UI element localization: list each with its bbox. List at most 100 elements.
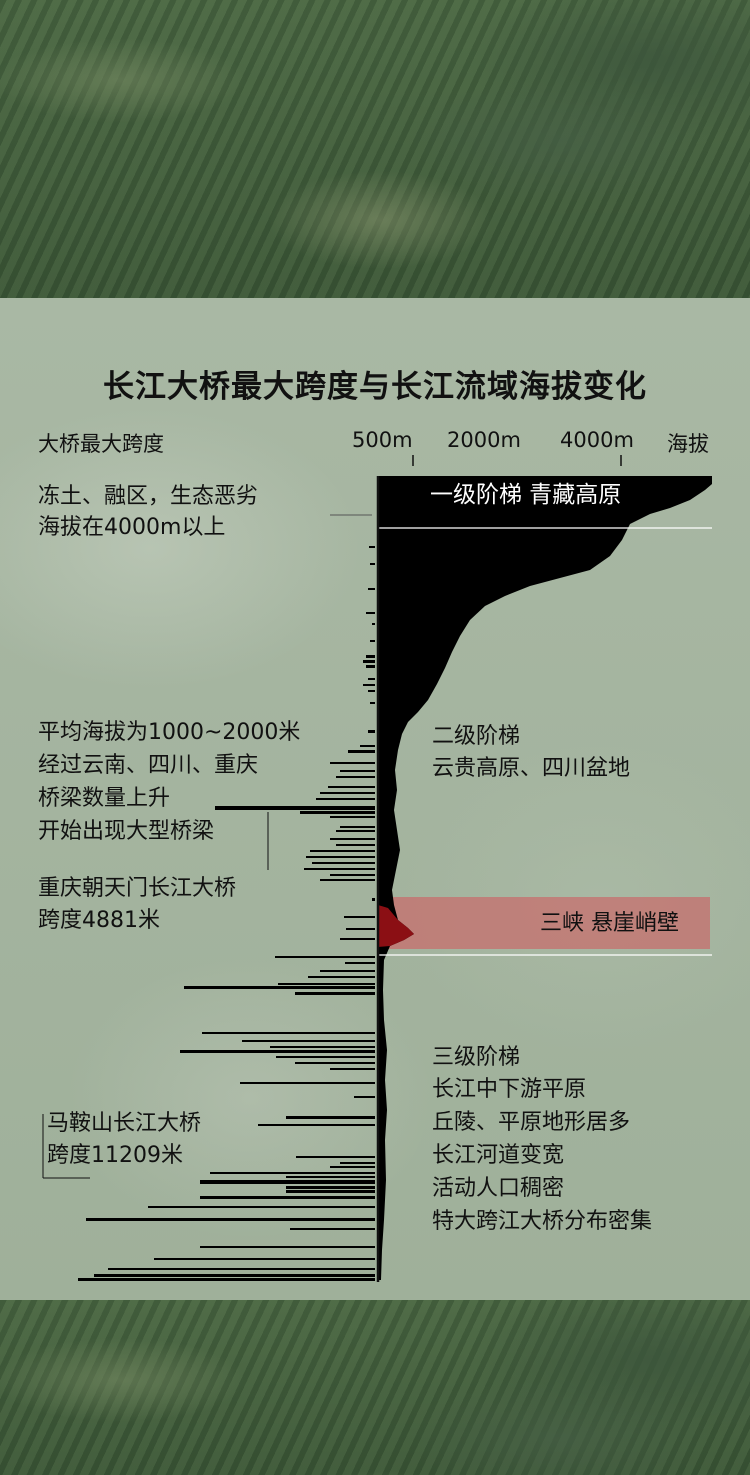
bridge-bars [78,546,375,1281]
bridge-span-bar [345,962,375,964]
bridge-span-bar [310,850,375,852]
bridge-span-bar [242,1040,375,1042]
tier3-label: 长江中下游平原 [432,1077,587,1102]
bridge-span-bar [368,730,375,733]
bridge-span-bar [368,690,375,692]
tier3-label: 特大跨江大桥分布密集 [432,1209,653,1234]
bridge-annotation: 马鞍山长江大桥 [47,1111,202,1136]
bridge-span-bar [372,623,375,625]
bridge-span-bar [366,655,375,658]
bridge-span-bar [300,811,375,814]
tier3-label: 丘陵、平原地形居多 [432,1110,631,1135]
bridge-span-bar [94,1274,375,1277]
tier3-label: 三级阶梯 [432,1045,521,1070]
bridge-span-bar [180,1050,375,1053]
left-axis-label: 大桥最大跨度 [38,432,164,456]
satellite-background-top [0,0,750,300]
tier3-label: 活动人口稠密 [432,1176,565,1201]
chart-title: 长江大桥最大跨度与长江流域海拔变化 [103,369,647,405]
bridge-span-bar [200,1180,375,1184]
bridge-annotation: 跨度4881米 [38,908,160,933]
bridge-span-bar [202,1032,375,1034]
bridge-span-bar [366,612,375,614]
right-axis-label: 海拔 [667,432,709,456]
bridge-span-bar [184,986,375,989]
bridge-span-bar [336,844,375,846]
bridge-span-bar [286,1116,375,1119]
bridge-annotation: 重庆朝天门长江大桥 [38,876,237,901]
bridge-span-bar [354,1096,375,1098]
bridge-span-bar [148,1206,375,1208]
tier2-label: 云贵高原、四川盆地 [432,756,631,781]
tier1-label: 一级阶梯 青藏高原 [430,482,622,508]
annotation-line: 平均海拔为1000~2000米 [38,720,301,745]
bridge-span-bar [340,826,375,828]
bridge-span-bar [316,798,375,800]
bridge-span-bar [200,1246,375,1248]
bridge-span-bar [340,938,375,940]
bridge-span-bar [286,1190,375,1193]
bridge-span-bar [330,1068,375,1070]
bridge-span-bar [308,976,375,978]
bridge-span-bar [286,1176,375,1178]
bridge-span-bar [340,770,375,772]
bridge-span-bar [330,762,375,764]
tier3-label: 长江河道变宽 [432,1143,565,1168]
bridge-span-bar [320,792,375,794]
bridge-span-bar [320,970,375,972]
bridge-span-bar [154,1258,375,1260]
bridge-span-bar [368,678,375,680]
bridge-span-bar [290,1228,375,1230]
bridge-span-bar [215,806,375,810]
bridge-span-bar [270,1046,375,1048]
bridge-span-bar [295,992,375,995]
bridge-span-bar [330,838,375,840]
bridge-span-bar [286,1186,375,1189]
bridge-span-bar [330,874,375,876]
bridge-span-bar [78,1278,375,1281]
bridge-span-bar [312,862,375,864]
bridge-span-bar [86,1218,375,1221]
elevation-tick-label: 2000m [447,428,521,452]
elevation-tick-label: 4000m [560,428,634,452]
bridge-span-bar [346,928,375,930]
bridge-span-bar [306,856,375,858]
bridge-span-bar [369,546,375,548]
bridge-span-bar [348,750,375,753]
bridge-span-bar [275,956,375,958]
bridge-span-bar [304,868,375,870]
annotation-line: 桥梁数量上升 [38,786,171,811]
gorge-band [378,897,710,949]
gorge-label: 三峡 悬崖峭壁 [540,911,679,936]
bridge-span-bar [240,1082,375,1084]
tier2-label: 二级阶梯 [432,724,521,749]
bridge-span-bar [200,1196,375,1199]
bridge-span-bar [278,983,375,985]
bridge-span-bar [320,879,375,881]
bridge-span-bar [360,745,375,747]
bridge-span-bar [330,816,375,818]
bridge-span-bar [336,830,375,832]
bridge-span-bar [344,916,375,918]
bridge-span-bar [368,588,375,590]
bridge-span-bar [210,1172,375,1174]
bridge-span-bar [370,640,375,642]
satellite-background-bottom [0,1300,750,1475]
annotation-line: 经过云南、四川、重庆 [38,753,259,778]
bridge-span-bar [328,786,375,788]
bridge-span-bar [330,1166,375,1168]
bridge-span-bar [336,776,375,778]
annotation-line: 冻土、融区，生态恶劣 [38,484,259,509]
bridge-span-bar [366,665,375,668]
bridge-span-bar [295,1062,375,1064]
gorge-profile [378,905,414,947]
bridge-span-bar [363,660,375,663]
bridge-span-bar [276,1056,375,1058]
bridge-span-bar [363,684,375,686]
bridge-span-bar [370,563,375,565]
bridge-span-bar [258,1124,375,1126]
annotation-line: 海拔在4000m以上 [38,515,226,540]
bridge-span-bar [370,702,375,704]
bridge-span-bar [108,1268,375,1270]
